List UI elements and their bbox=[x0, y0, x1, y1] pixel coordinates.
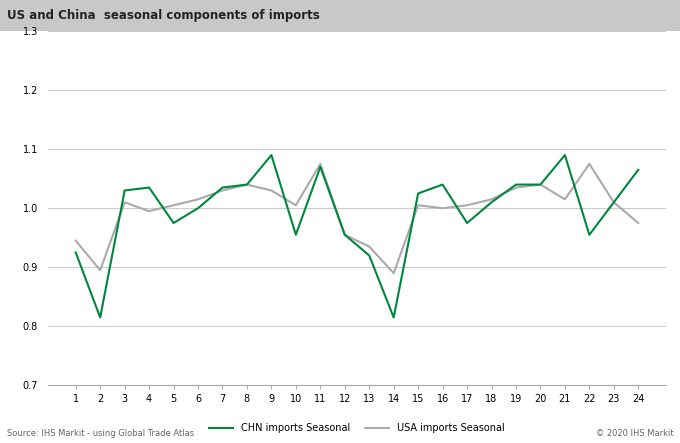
Text: US and China  seasonal components of imports: US and China seasonal components of impo… bbox=[7, 9, 320, 22]
Legend: CHN imports Seasonal, USA imports Seasonal: CHN imports Seasonal, USA imports Season… bbox=[205, 420, 509, 437]
Text: Source: IHS Markit - using Global Trade Atlas: Source: IHS Markit - using Global Trade … bbox=[7, 429, 194, 438]
Text: © 2020 IHS Markit: © 2020 IHS Markit bbox=[596, 429, 673, 438]
